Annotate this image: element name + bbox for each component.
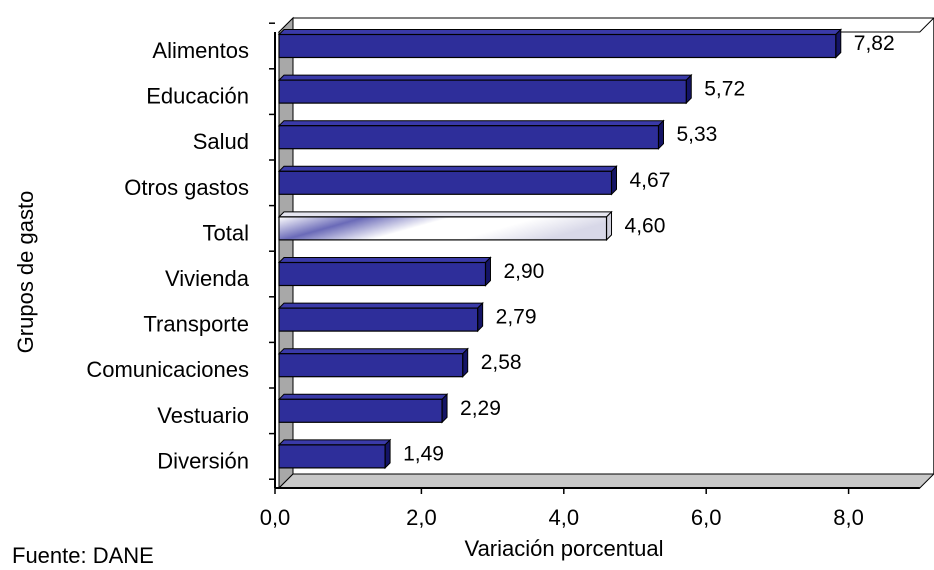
bar-alimentos: 7,82 xyxy=(277,28,895,59)
bar-side-face xyxy=(611,165,618,196)
bar-top-face xyxy=(277,165,618,172)
category-label: Alimentos xyxy=(152,38,249,63)
bar-value-label: 4,67 xyxy=(630,169,671,192)
x-tick-label: 8,0 xyxy=(833,505,864,530)
bar-value-label: 2,79 xyxy=(496,306,537,329)
bar-total: 4,60 xyxy=(277,210,666,242)
x-axis-title: Variación porcentual xyxy=(465,536,664,561)
bar-top-face xyxy=(277,257,492,263)
bar-value-label: 5,33 xyxy=(676,123,717,146)
bar-otros-gastos: 4,67 xyxy=(277,165,671,196)
bar-vestuario: 2,29 xyxy=(277,393,501,424)
category-label: Educación xyxy=(146,84,249,109)
category-label: Salud xyxy=(193,129,249,154)
bar-front-face xyxy=(278,307,479,332)
bar-side-face xyxy=(685,73,692,105)
bar-side-face xyxy=(441,393,448,424)
bar-value-label: 2,58 xyxy=(481,351,522,374)
bar-vivienda: 2,90 xyxy=(277,256,544,287)
x-tick-label: 0,0 xyxy=(260,505,291,530)
bar-side-face xyxy=(384,438,391,470)
bar-top-face xyxy=(277,393,449,400)
bar-top-face xyxy=(277,348,469,355)
bar-value-label: 4,60 xyxy=(625,214,666,237)
bar-top-face xyxy=(277,302,484,309)
bar-value-label: 2,90 xyxy=(503,260,544,283)
x-tick-label: 4,0 xyxy=(549,505,580,530)
bar-front-face xyxy=(278,444,386,469)
bars-group: 7,82 Alimentos 5,72 Educación 5,33 Salud 4,67 O… xyxy=(86,28,895,473)
bar-front-face xyxy=(278,79,687,104)
bar-side-face xyxy=(484,256,491,287)
bar-top-face xyxy=(277,211,613,218)
category-label: Vivienda xyxy=(165,266,250,291)
category-label: Vestuario xyxy=(157,403,249,428)
bar-salud: 5,33 xyxy=(277,119,717,150)
bar-educación: 5,72 xyxy=(277,73,745,105)
bar-side-face xyxy=(462,347,469,378)
bar-diversión: 1,49 xyxy=(277,438,444,470)
bar-comunicaciones: 2,58 xyxy=(277,347,522,378)
bar-front-face xyxy=(278,353,464,378)
bar-side-face xyxy=(606,210,613,242)
bar-transporte: 2,79 xyxy=(277,301,537,333)
bar-front-face xyxy=(278,261,487,287)
x-tick-label: 6,0 xyxy=(691,505,722,530)
category-label: Diversión xyxy=(157,448,249,473)
category-label: Comunicaciones xyxy=(86,357,249,382)
category-label: Otros gastos xyxy=(124,175,249,200)
bar-front-face xyxy=(278,125,660,150)
bar-front-face xyxy=(278,398,443,423)
bar-front-face xyxy=(278,170,613,195)
bar-value-label: 7,82 xyxy=(854,32,895,55)
bar-top-face xyxy=(277,439,392,446)
category-label: Total xyxy=(203,220,249,245)
bar-value-label: 2,29 xyxy=(460,397,501,420)
bar-value-label: 5,72 xyxy=(704,78,745,101)
bar-side-face xyxy=(835,28,842,59)
source-note: Fuente: DANE xyxy=(12,543,154,568)
bar-side-face xyxy=(477,301,484,333)
bar-front-face xyxy=(278,33,837,59)
axes-group: 0,0 2,0 4,0 6,0 8,0 xyxy=(260,22,920,530)
bar-top-face xyxy=(277,120,665,127)
x-tick-label: 2,0 xyxy=(406,505,437,530)
bar-side-face xyxy=(657,119,664,150)
bar-top-face xyxy=(277,74,693,81)
bar-top-face xyxy=(277,29,842,35)
y-axis-title: Grupos de gasto xyxy=(13,191,38,354)
category-label: Transporte xyxy=(143,312,249,337)
bar-value-label: 1,49 xyxy=(403,442,444,465)
bar-front-face xyxy=(278,216,608,241)
floor xyxy=(277,473,934,489)
